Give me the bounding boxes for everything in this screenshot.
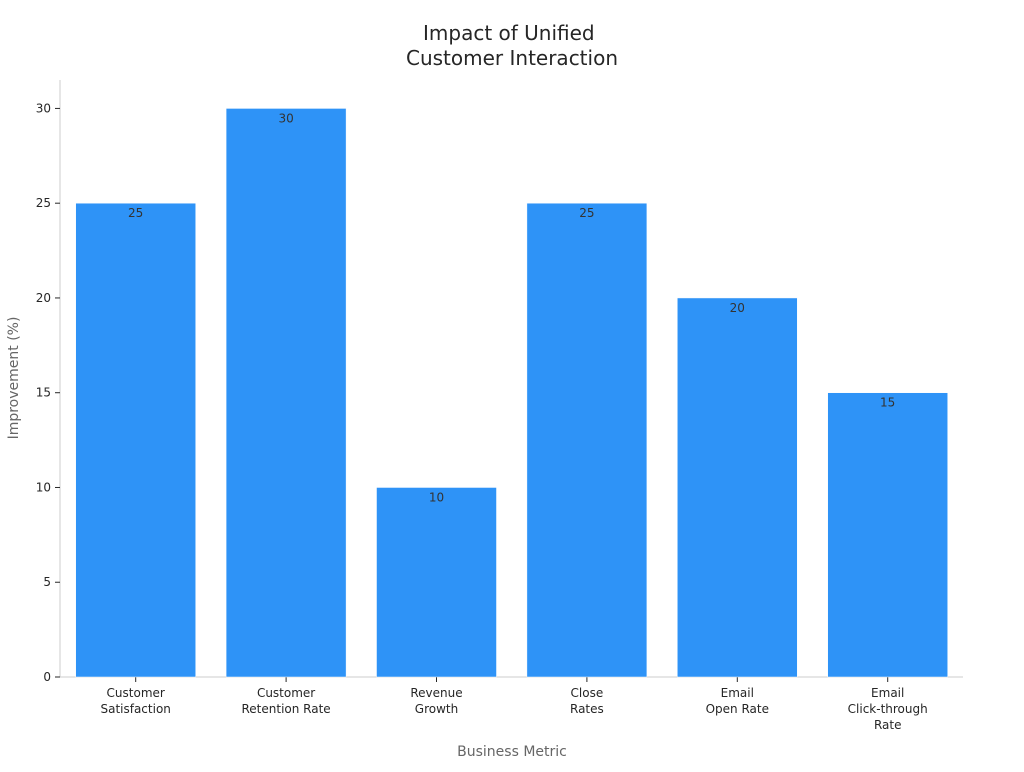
y-axis: 0 5 10 15 20 25 30 [36, 80, 61, 684]
x-tick-label: Email Open Rate [706, 686, 769, 716]
data-label: 15 [880, 396, 895, 410]
y-tick-label: 15 [36, 386, 51, 400]
x-tick-label-line: Revenue [410, 686, 462, 700]
x-tick-label: Close Rates [570, 686, 604, 716]
bar [75, 202, 196, 678]
bar [225, 108, 347, 678]
chart-title: Impact of Unified Customer Interaction [406, 21, 618, 70]
x-tick-label-line: Click-through [848, 702, 928, 716]
x-tick-label: Email Click-through Rate [848, 686, 928, 732]
bar [526, 202, 648, 678]
x-tick-label-line: Close [571, 686, 604, 700]
bar [376, 487, 497, 678]
data-label: 20 [730, 301, 745, 315]
y-tick-label: 20 [36, 291, 51, 305]
x-tick-label: Revenue Growth [410, 686, 462, 716]
x-tick-label-line: Customer [257, 686, 315, 700]
y-tick-label: 5 [43, 575, 51, 589]
data-label: 30 [278, 111, 293, 125]
x-tick-label-line: Rate [874, 718, 902, 732]
x-tick-label-line: Email [871, 686, 904, 700]
x-tick-label-line: Open Rate [706, 702, 769, 716]
y-tick-label: 25 [36, 196, 51, 210]
x-axis-title: Business Metric [457, 744, 567, 760]
bar [827, 392, 948, 678]
x-tick-label-line: Retention Rate [241, 702, 330, 716]
x-axis: Customer Satisfaction Customer Retention Ra… [60, 676, 963, 732]
x-tick-label-line: Customer [107, 686, 165, 700]
x-tick-label: Customer Satisfaction [100, 686, 170, 716]
y-tick-label: 0 [43, 670, 51, 684]
x-tick-label-line: Satisfaction [100, 702, 170, 716]
bar [677, 297, 798, 678]
x-tick-label: Customer Retention Rate [241, 686, 330, 716]
chart-title-line-2: Customer Interaction [406, 46, 618, 70]
x-tick-label-line: Growth [415, 702, 458, 716]
x-tick-label-line: Rates [570, 702, 604, 716]
y-axis-title: Improvement (%) [6, 317, 22, 440]
data-label: 25 [579, 206, 594, 220]
chart-title-line-1: Impact of Unified [423, 21, 595, 45]
data-labels: 25 30 10 25 20 15 [128, 111, 895, 504]
bars [75, 108, 948, 678]
x-tick-label-line: Email [721, 686, 754, 700]
y-tick-label: 10 [36, 480, 51, 494]
data-label: 25 [128, 206, 143, 220]
data-label: 10 [429, 490, 444, 504]
y-tick-label: 30 [36, 101, 51, 115]
